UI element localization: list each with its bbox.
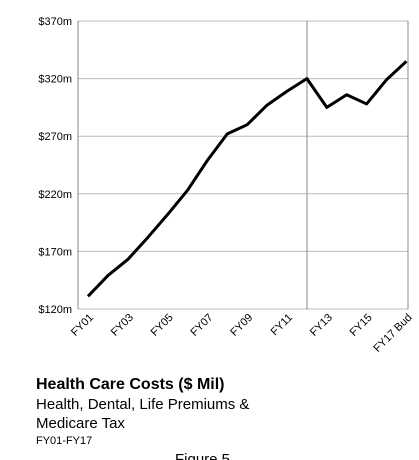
y-tick-label: $120m — [38, 304, 72, 316]
x-tick-label: FY07 — [188, 312, 215, 339]
x-tick-label: FY05 — [149, 312, 176, 339]
figure-label: Figure 5 — [175, 451, 230, 460]
x-tick-label: FY17 Bud — [371, 312, 414, 355]
y-tick-label: $270m — [38, 131, 72, 143]
x-tick-label: FY11 — [269, 312, 296, 339]
subtitle: Health, Dental, Life Premiums & — [36, 396, 249, 413]
y-tick-label: $220m — [38, 189, 72, 201]
chart-title: Health Care Costs ($ Mil) — [36, 376, 224, 393]
y-tick-label: $170m — [38, 246, 72, 258]
x-tick-label: FY13 — [308, 312, 335, 339]
x-tick-label: FY15 — [348, 312, 375, 339]
x-tick-label: FY03 — [109, 312, 136, 339]
x-tick-label: FY09 — [228, 312, 255, 339]
subtitle: Medicare Tax — [36, 415, 125, 432]
period: FY01-FY17 — [36, 435, 92, 447]
line-series — [86, 60, 408, 298]
y-tick-label: $370m — [38, 16, 72, 28]
x-tick-label: FY01 — [69, 312, 96, 339]
y-tick-label: $320m — [38, 74, 72, 86]
